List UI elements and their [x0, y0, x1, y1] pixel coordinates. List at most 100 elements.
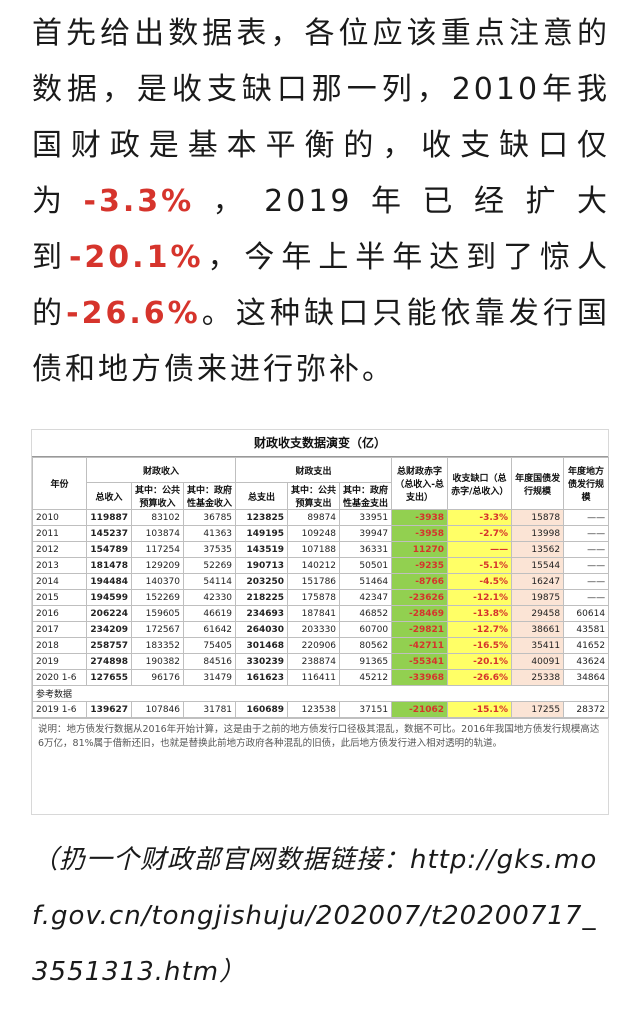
cell-c8: -5.1%	[447, 557, 513, 574]
cell-c5: 123538	[287, 701, 341, 718]
cell-c4: 160689	[235, 701, 289, 718]
cell-year: 2013	[32, 557, 87, 574]
header-public-budget-expense: 其中：公共预算支出	[287, 482, 341, 510]
cell-c5: 203330	[287, 621, 341, 638]
cell-c9: 15878	[511, 509, 565, 526]
cell-year: 2019	[32, 653, 87, 670]
cell-c6: 37151	[339, 701, 393, 718]
cell-c1: 274898	[86, 653, 132, 670]
cell-c4: 203250	[235, 573, 289, 590]
cell-c3: 54114	[182, 573, 237, 590]
cell-c10: 34864	[563, 669, 610, 686]
cell-c3: 52269	[182, 557, 237, 574]
header-public-budget-revenue: 其中：公共预算收入	[131, 482, 184, 510]
table-title: 财政收支数据演变（亿）	[32, 430, 608, 457]
cell-c5: 238874	[287, 653, 341, 670]
table-row: 2020 1-6 127655 96176 31479 161623 116411 4521…	[32, 669, 610, 686]
cell-c9: 25338	[511, 669, 565, 686]
cell-c10: 43624	[563, 653, 610, 670]
table-body: 2010 119887 83102 36785 123825 89874 33951 -393…	[31, 509, 610, 718]
article-paragraph: 首先给出数据表，各位应该重点注意的数据，是收支缺口那一列，2010年我国财政是基…	[32, 6, 610, 398]
highlight-2020-gap: -26.6%	[66, 296, 201, 331]
cell-c10: 60614	[563, 605, 610, 622]
table-row: 2013 181478 129209 52269 190713 140212 50501 -9…	[32, 557, 610, 574]
cell-year: 2015	[32, 589, 87, 606]
cell-c3: 42330	[182, 589, 237, 606]
cell-c2: 190382	[131, 653, 184, 670]
cell-c4: 330239	[235, 653, 289, 670]
cell-c6: 33951	[339, 509, 393, 526]
cell-c1: 181478	[86, 557, 132, 574]
cell-c2: 96176	[131, 669, 184, 686]
cell-c1: 234209	[86, 621, 132, 638]
cell-c7: -8766	[391, 573, 449, 590]
cell-c4: 123825	[235, 509, 289, 526]
cell-c5: 187841	[287, 605, 341, 622]
cell-c3: 31781	[182, 701, 237, 718]
cell-c5: 175878	[287, 589, 341, 606]
cell-c3: 84516	[182, 653, 237, 670]
cell-c6: 45212	[339, 669, 393, 686]
cell-c5: 220906	[287, 637, 341, 654]
table-row: 2010 119887 83102 36785 123825 89874 33951 -393…	[32, 509, 610, 526]
header-gap: 收支缺口（总赤字/总收入）	[447, 457, 513, 510]
header-total-expense: 总支出	[235, 482, 289, 510]
cell-c2: 172567	[131, 621, 184, 638]
header-gov-fund-revenue: 其中：政府性基金收入	[182, 482, 237, 510]
cell-c8: -2.7%	[447, 525, 513, 542]
cell-c9: 16247	[511, 573, 565, 590]
header-local-bond: 年度地方债发行规模	[563, 457, 610, 510]
cell-c2: 83102	[131, 509, 184, 526]
cell-c10: 28372	[563, 701, 610, 718]
cell-c9: 19875	[511, 589, 565, 606]
cell-c9: 13998	[511, 525, 565, 542]
cell-c10: ——	[563, 525, 610, 542]
table-row: 2011 145237 103874 41363 149195 109248 39947 -3…	[32, 525, 610, 542]
cell-c9: 35411	[511, 637, 565, 654]
highlight-2010-gap: -3.3%	[83, 184, 195, 219]
cell-year: 2011	[32, 525, 87, 542]
source-link-text: （扔一个财政部官网数据链接：http://gks.mof.gov.cn/tong…	[32, 845, 598, 987]
cell-c4: 190713	[235, 557, 289, 574]
cell-c7: -9235	[391, 557, 449, 574]
header-gov-fund-expense: 其中：政府性基金支出	[339, 482, 393, 510]
cell-c3: 41363	[182, 525, 237, 542]
paragraph-text-4: 。这种缺口只能依靠发行国债和地方债来进行弥补。	[32, 296, 611, 387]
cell-c7: -29821	[391, 621, 449, 638]
table-row: 2018 258757 183352 75405 301468 220906 80562 -4…	[32, 637, 610, 654]
cell-c9: 15544	[511, 557, 565, 574]
cell-c4: 234693	[235, 605, 289, 622]
cell-year: 2010	[32, 509, 87, 526]
header-deficit: 总财政赤字（总收入-总支出）	[391, 457, 449, 510]
cell-c8: -12.1%	[447, 589, 513, 606]
cell-c7: -3958	[391, 525, 449, 542]
cell-c4: 143519	[235, 541, 289, 558]
reference-label-row: 参考数据	[31, 685, 610, 702]
cell-year: 2016	[32, 605, 87, 622]
paragraph-text-3: ，今年上半年达到了惊人的	[32, 240, 611, 331]
cell-c3: 31479	[182, 669, 237, 686]
cell-c7: -55341	[391, 653, 449, 670]
cell-c8: -20.1%	[447, 653, 513, 670]
cell-c10: ——	[563, 509, 610, 526]
cell-c7: -23626	[391, 589, 449, 606]
header-total-revenue: 总收入	[86, 482, 132, 510]
cell-c2: 152269	[131, 589, 184, 606]
cell-c10: 43581	[563, 621, 610, 638]
cell-c1: 145237	[86, 525, 132, 542]
cell-c1: 127655	[86, 669, 132, 686]
cell-c10: ——	[563, 573, 610, 590]
cell-c4: 161623	[235, 669, 289, 686]
cell-c2: 103874	[131, 525, 184, 542]
cell-c5: 151786	[287, 573, 341, 590]
cell-c7: -21062	[391, 701, 449, 718]
cell-c2: 159605	[131, 605, 184, 622]
reference-label: 参考数据	[31, 685, 610, 702]
fiscal-data-table: 年份 财政收入 财政支出 总财政赤字（总收入-总支出） 收支缺口（总赤字/总收入…	[31, 457, 610, 718]
cell-c8: -4.5%	[447, 573, 513, 590]
cell-c1: 206224	[86, 605, 132, 622]
table-row: 2014 194484 140370 54114 203250 151786 51464 -8…	[32, 573, 610, 590]
cell-c10: 41652	[563, 637, 610, 654]
cell-c8: -12.7%	[447, 621, 513, 638]
fiscal-data-table-image: 财政收支数据演变（亿） 年份 财政收入 财政支出 总财政赤字（总收入-总支出） …	[31, 430, 610, 814]
